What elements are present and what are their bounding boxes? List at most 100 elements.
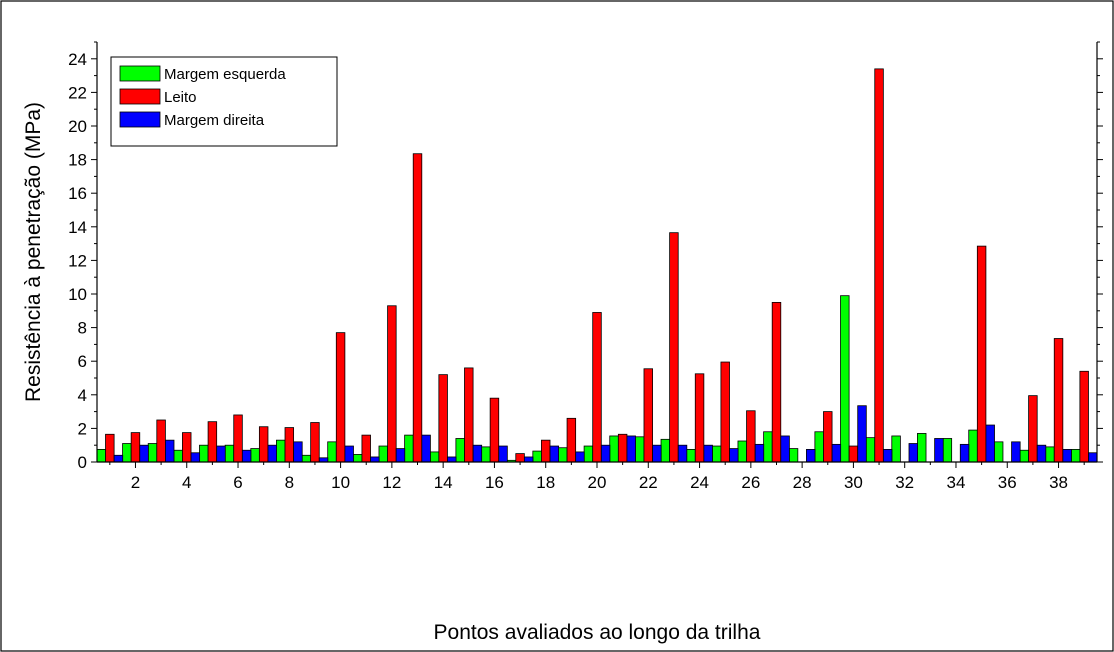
bar-margem-direita-31 <box>882 448 893 463</box>
bar-margem-esquerda-16 <box>481 446 491 463</box>
y-tick-label: 22 <box>68 83 87 102</box>
bar-leito-35 <box>976 245 987 463</box>
bar-margem-esquerda-35 <box>968 429 978 463</box>
bar-margem-direita-12 <box>395 448 406 463</box>
bar-margem-esquerda-36 <box>993 441 1004 463</box>
bar-margem-esquerda-15 <box>455 438 465 463</box>
bar-margem-direita-1 <box>113 454 124 463</box>
y-tick-label: 2 <box>78 419 87 438</box>
bar-leito-17 <box>515 453 525 463</box>
y-tick-label: 10 <box>68 285 87 304</box>
x-tick-label: 4 <box>182 473 191 492</box>
bar-margem-esquerda-22 <box>634 436 645 463</box>
bar-margem-esquerda-28 <box>788 448 799 463</box>
x-tick-label: 8 <box>285 473 294 492</box>
x-tick-label: 28 <box>793 473 812 492</box>
bar-margem-direita-8 <box>293 441 303 463</box>
bar-leito-30 <box>848 445 859 463</box>
bar-margem-esquerda-34 <box>942 438 953 463</box>
bar-margem-direita-36 <box>1011 441 1021 463</box>
bar-margem-esquerda-25 <box>711 445 722 463</box>
bar-margem-direita-20 <box>600 444 611 463</box>
x-axis-title: Pontos avaliados ao longo da trilha <box>434 621 761 644</box>
bar-margem-esquerda-10 <box>327 441 337 463</box>
x-tick-label: 36 <box>998 473 1017 492</box>
bar-leito-2 <box>130 432 141 463</box>
bar-leito-20 <box>592 312 602 463</box>
legend-label-margem-direita: Margem direita <box>164 112 265 129</box>
y-tick-label: 6 <box>78 352 87 371</box>
bar-margem-esquerda-21 <box>609 435 619 463</box>
legend-swatch-margem-esquerda <box>119 65 161 82</box>
x-tick-label: 38 <box>1049 473 1068 492</box>
bar-margem-direita-25 <box>729 448 739 463</box>
legend-swatch-leito <box>119 88 161 105</box>
legend-label-margem-esquerda: Margem esquerda <box>164 66 286 83</box>
bar-leito-22 <box>643 368 653 463</box>
bar-margem-direita-21 <box>626 435 636 463</box>
bar-margem-direita-11 <box>370 456 380 463</box>
legend-label-leito: Leito <box>164 89 197 106</box>
bar-margem-direita-24 <box>703 444 713 463</box>
bar-margem-esquerda-33 <box>917 433 927 463</box>
bar-margem-direita-28 <box>806 448 816 463</box>
x-tick-label: 2 <box>131 473 140 492</box>
bar-margem-direita-30 <box>857 405 867 463</box>
bar-margem-direita-4 <box>190 452 201 463</box>
bar-margem-esquerda-32 <box>891 435 901 463</box>
bar-margem-esquerda-18 <box>532 450 542 463</box>
bar-margem-esquerda-4 <box>173 449 183 463</box>
bar-margem-direita-29 <box>831 443 842 463</box>
bar-leito-4 <box>182 432 192 463</box>
y-tick-label: 24 <box>68 50 87 69</box>
bar-margem-esquerda-24 <box>686 448 696 463</box>
x-tick-label: 30 <box>844 473 863 492</box>
bar-leito-8 <box>284 427 295 463</box>
bar-margem-direita-17 <box>523 456 534 463</box>
bar-margem-direita-18 <box>549 445 560 463</box>
y-tick-label: 12 <box>68 251 87 270</box>
bar-margem-direita-32 <box>908 443 918 463</box>
x-tick-label: 24 <box>690 473 709 492</box>
bar-margem-direita-26 <box>754 443 765 463</box>
bar-leito-25 <box>720 361 730 463</box>
x-tick-label: 14 <box>434 473 453 492</box>
bar-margem-direita-6 <box>241 449 252 463</box>
x-tick-label: 26 <box>741 473 760 492</box>
x-tick-label: 32 <box>895 473 914 492</box>
bar-margem-direita-16 <box>498 445 508 463</box>
bar-margem-esquerda-27 <box>763 431 773 463</box>
bar-margem-direita-37 <box>1036 444 1047 463</box>
y-tick-label: 14 <box>68 218 87 237</box>
bar-leito-3 <box>156 419 166 463</box>
bar-leito-10 <box>335 332 346 463</box>
bar-margem-direita-15 <box>472 444 483 463</box>
bar-margem-esquerda-11 <box>352 454 363 463</box>
bar-leito-1 <box>105 433 115 463</box>
bar-margem-esquerda-31 <box>865 437 876 463</box>
bar-margem-esquerda-20 <box>583 445 594 463</box>
bar-margem-direita-2 <box>139 444 149 463</box>
x-tick-label: 12 <box>382 473 401 492</box>
bar-leito-24 <box>694 373 705 463</box>
bar-margem-esquerda-6 <box>224 444 235 463</box>
bar-margem-esquerda-13 <box>404 434 414 463</box>
bar-leito-29 <box>823 411 833 463</box>
legend: Margem esquerda Leito Margem direita <box>110 56 338 147</box>
bar-margem-esquerda-29 <box>814 431 824 463</box>
bar-margem-direita-10 <box>344 445 354 463</box>
y-axis-title: Resistência à penetração (MPa) <box>22 102 45 402</box>
bar-leito-37 <box>1028 395 1038 463</box>
bar-margem-esquerda-23 <box>660 438 671 463</box>
bar-leito-14 <box>438 374 448 463</box>
bar-margem-direita-9 <box>318 457 329 463</box>
bar-margem-esquerda-14 <box>429 451 440 463</box>
y-tick-label: 18 <box>68 151 87 170</box>
bar-margem-direita-38 <box>1062 448 1072 463</box>
bar-margem-esquerda-39 <box>1070 448 1081 463</box>
y-tick-label: 20 <box>68 117 87 136</box>
bar-leito-26 <box>746 410 756 463</box>
